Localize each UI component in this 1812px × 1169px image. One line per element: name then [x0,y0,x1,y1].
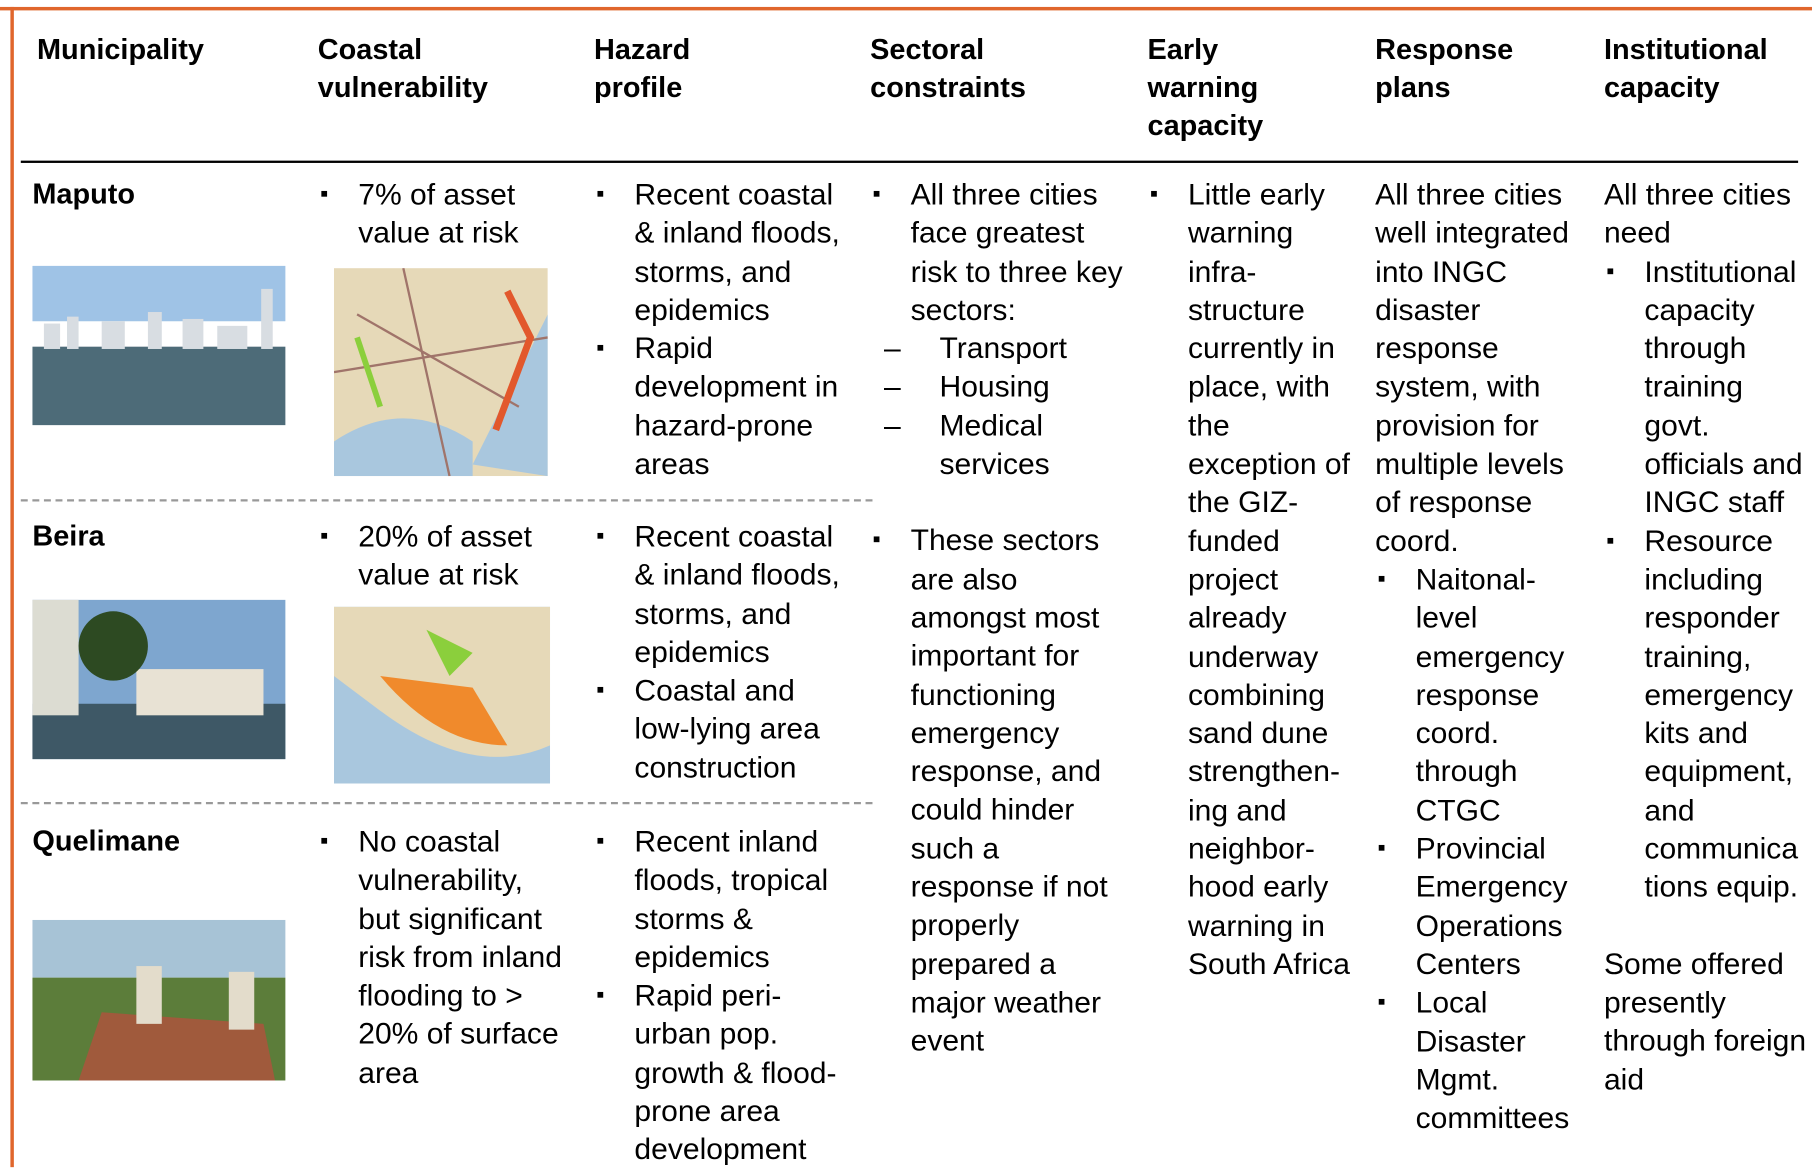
note: Some offered presently through foreign a… [1603,946,1807,1097]
bullet: Local Disaster Mgmt. committees [1375,984,1589,1138]
row-divider [20,499,873,502]
coastal-vulnerability: 7% of asset value at risk [318,176,572,253]
left-border [10,6,14,1168]
bullet: Naitonal-level emergency response coord.… [1375,560,1589,829]
column-header: Municipality [36,33,204,66]
bullet-group: These sectors are also amongst most impo… [870,522,1127,1061]
intro: All three cities well integrated into IN… [1375,176,1569,558]
bullet: Rapid development in hazard-prone areas [594,330,853,484]
bullet: Institutional capacity through training … [1604,253,1812,522]
bullet: Little early warning infra-structure cur… [1148,176,1354,984]
beira-photo [32,599,286,760]
column-header: Hazard profile [593,33,691,105]
institutional-capacity: All three cities needInstitutional capac… [1604,176,1812,1099]
municipality: Quelimane [32,825,181,858]
bullet: Resource including responder training, e… [1604,522,1812,907]
beira-map [333,606,551,784]
bullet: Rapid peri-urban pop. growth & flood-pro… [594,977,853,1169]
bullet: Recent inland floods, tropical storms & … [594,823,853,977]
municipality: Beira [32,520,105,553]
top-border [0,6,1812,11]
bullet: 7% of asset value at risk [318,176,572,253]
bullet: Coastal and low-lying area construction [594,672,853,787]
bullet: Recent coastal & inland floods, storms, … [594,176,853,330]
bullet: Recent coastal & inland floods, storms, … [594,518,853,672]
bullet: Provincial Emergency Operations Centers [1375,830,1589,984]
coastal-vulnerability: 20% of asset value at risk [318,518,572,595]
header-rule [20,160,1799,163]
bullet: No coastal vulnerability, but significan… [318,823,572,1092]
column-header: Coastal vulnerability [317,33,488,105]
sub-bullet: Medical services [884,407,1127,484]
sub-bullet: Transport [884,330,1127,369]
coastal-vulnerability: No coastal vulnerability, but significan… [318,823,572,1092]
quelimane-photo [32,919,286,1081]
maputo-map [333,268,548,477]
municipality: Maputo [32,177,136,211]
intro: All three cities need [1603,176,1791,250]
bullet-group: All three cities face greatest risk to t… [870,176,1127,484]
sectoral-constraints: All three cities face greatest risk to t… [870,176,1127,1061]
column-header: Response plans [1375,33,1514,105]
column-header: Institutional capacity [1603,33,1768,105]
row-divider [20,801,873,805]
bullet: 20% of asset value at risk [318,518,572,595]
maputo-photo [32,265,286,426]
early-warning: Little early warning infra-structure cur… [1148,176,1354,984]
hazard-profile: Recent inland floods, tropical storms & … [594,823,853,1169]
hazard-profile: Recent coastal & inland floods, storms, … [594,176,853,484]
sub-bullet: Housing [884,368,1127,407]
bullet: These sectors are also amongst most impo… [870,522,1127,1061]
hazard-profile: Recent coastal & inland floods, storms, … [594,518,853,787]
column-header: Sectoral constraints [870,33,1026,105]
bullet: All three cities face greatest risk to t… [870,176,1127,330]
column-header: Early warning capacity [1147,33,1264,143]
response-plans: All three cities well integrated into IN… [1375,176,1589,1138]
